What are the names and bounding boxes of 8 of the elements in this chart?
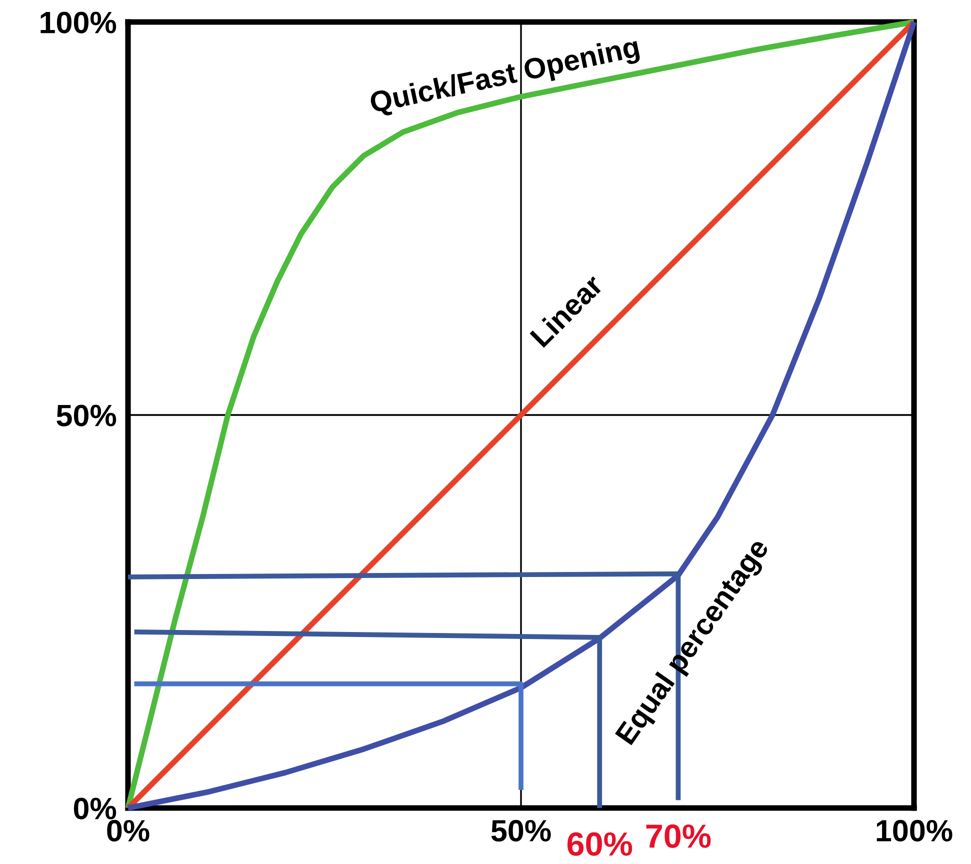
annotation: 70% — [646, 824, 711, 848]
x-tick-label: 100% — [876, 820, 952, 842]
y-tick-label: 100% — [40, 12, 116, 34]
x-tick-label: 0% — [107, 820, 150, 842]
y-tick-label: 0% — [74, 798, 116, 820]
x-tick-label: 50% — [491, 820, 551, 842]
annotation: 60% — [567, 832, 632, 856]
y-tick-label: 50% — [56, 404, 116, 426]
